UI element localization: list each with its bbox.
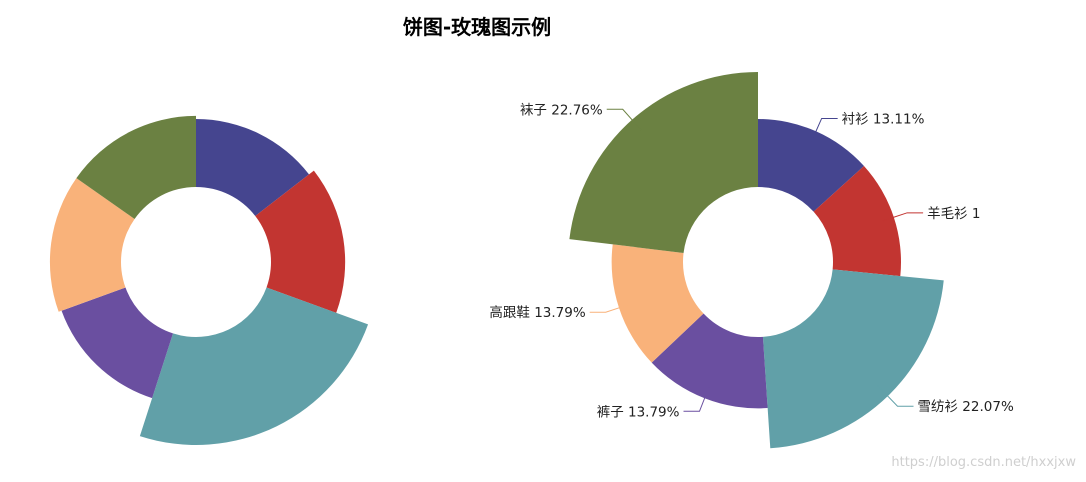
slice-label-3: 雪纺衫 22.07%	[918, 399, 1014, 415]
rose-slice-right-1[interactable]	[758, 119, 864, 212]
rose-slice-right-3[interactable]	[762, 269, 944, 449]
label-line-3	[877, 385, 914, 407]
rose-pie-left	[49, 115, 369, 445]
rose-slice-right-4[interactable]	[651, 313, 768, 409]
rose-slice-left-4[interactable]	[61, 287, 173, 399]
label-line-1	[810, 117, 838, 142]
rose-pie-right: 衬衫 13.11% 羊毛衫 1 雪纺衫 22.07% 裤子 13.79% 高跟鞋 13.…	[489, 72, 1014, 449]
slice-label-5: 高跟鞋 13.79%	[489, 304, 585, 321]
rose-slice-left-2[interactable]	[255, 170, 346, 313]
label-line-4	[683, 387, 710, 412]
rose-slice-right-5[interactable]	[611, 244, 704, 363]
slice-label-2: 羊毛衫 1	[927, 206, 980, 222]
slice-label-4: 裤子 13.79%	[597, 404, 680, 420]
chart-title: 饼图-玫瑰图示例	[403, 15, 551, 39]
label-line-5	[589, 303, 631, 313]
rose-slice-left-6[interactable]	[76, 115, 196, 219]
rose-slice-right-2[interactable]	[813, 166, 901, 277]
rose-slice-left-5[interactable]	[49, 178, 135, 312]
label-line-2	[882, 212, 924, 222]
label-line-6	[606, 108, 643, 132]
rose-slice-left-3[interactable]	[139, 287, 369, 445]
slice-label-1: 衬衫 13.11%	[842, 111, 925, 127]
watermark-text: https://blog.csdn.net/hxxjxw	[891, 455, 1076, 470]
rose-slice-right-6[interactable]	[569, 72, 758, 253]
rose-slice-left-1[interactable]	[196, 119, 310, 217]
slice-label-6: 袜子 22.76%	[520, 102, 603, 118]
